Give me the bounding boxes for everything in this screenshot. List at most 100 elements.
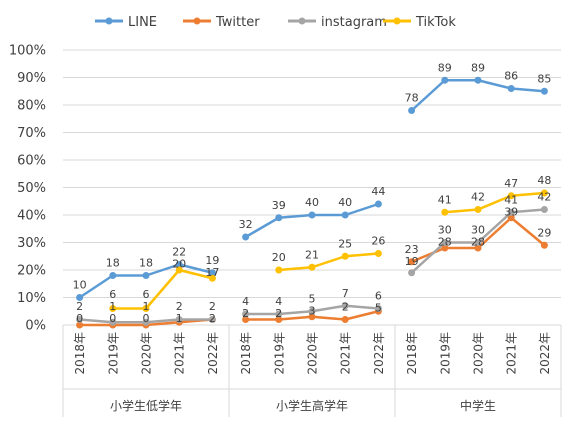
data-label: 2	[176, 300, 183, 313]
data-label: 26	[371, 235, 385, 248]
data-point	[441, 244, 449, 252]
data-point	[474, 244, 482, 252]
data-point	[374, 250, 382, 257]
data-label: 18	[139, 257, 153, 270]
data-label: 29	[537, 226, 551, 239]
data-point	[474, 206, 482, 213]
series-tiktok	[109, 189, 548, 312]
x-group-label: 小学生低学年	[110, 398, 182, 413]
data-point	[275, 316, 283, 323]
series-line	[112, 268, 213, 310]
data-label: 22	[172, 246, 186, 259]
data-point	[341, 252, 349, 260]
legend-marker	[193, 17, 201, 25]
data-label: 41	[504, 193, 518, 206]
legend-label: TikTok	[415, 15, 456, 30]
data-label: 0	[109, 312, 116, 325]
data-point	[540, 87, 548, 95]
data-point	[341, 211, 349, 219]
x-category-label: 2022年	[538, 332, 552, 375]
data-point	[341, 302, 349, 310]
legend-label: instagram	[321, 15, 387, 30]
series-line	[444, 191, 545, 214]
data-label: 39	[504, 205, 518, 218]
y-tick-label: 70%	[17, 126, 46, 141]
data-point	[474, 76, 482, 84]
data-point	[308, 211, 316, 219]
data-label: 39	[272, 199, 286, 212]
data-label: 19	[405, 255, 419, 268]
data-label: 1	[143, 300, 150, 313]
data-point	[175, 316, 183, 323]
data-point	[507, 208, 515, 216]
data-label: 48	[537, 174, 551, 187]
data-point	[208, 274, 216, 282]
data-label: 32	[239, 218, 253, 231]
data-point	[109, 305, 117, 312]
gridlines	[63, 49, 561, 326]
data-label: 7	[342, 287, 349, 300]
data-label: 21	[305, 248, 319, 261]
legend-item: LINE	[95, 15, 157, 30]
data-point	[341, 316, 349, 323]
series-line	[410, 79, 545, 112]
data-point	[275, 214, 283, 222]
legend-marker	[393, 17, 401, 25]
x-category-label: 2022年	[206, 332, 220, 375]
data-label: 40	[338, 196, 352, 209]
data-label: 10	[73, 279, 87, 292]
data-point	[441, 76, 449, 84]
data-label: 19	[205, 254, 219, 267]
data-label: 1	[109, 300, 116, 313]
x-category-label: 2018年	[239, 332, 253, 375]
data-point	[308, 307, 316, 315]
x-category-label: 2020年	[306, 332, 320, 375]
legend-label: Twitter	[215, 15, 260, 30]
data-point	[76, 294, 84, 301]
data-label: 2	[242, 307, 249, 320]
series-line	[278, 252, 379, 272]
y-tick-label: 40%	[17, 209, 46, 224]
y-tick-label: 90%	[17, 71, 46, 86]
x-category-label: 2019年	[272, 332, 286, 375]
data-label: 3	[309, 304, 316, 317]
data-point	[308, 263, 316, 271]
x-group-label: 小学生高学年	[276, 398, 348, 413]
series-lines	[76, 76, 548, 329]
y-tick-label: 50%	[17, 181, 46, 196]
data-label: 78	[405, 92, 419, 105]
data-point	[142, 272, 150, 279]
data-point	[109, 272, 117, 279]
data-label: 6	[375, 290, 382, 303]
data-label: 41	[438, 193, 452, 206]
data-point	[441, 239, 449, 246]
data-label: 85	[537, 72, 551, 85]
data-point	[308, 313, 316, 321]
data-point	[109, 318, 117, 326]
y-tick-label: 80%	[17, 99, 46, 114]
data-label: 2	[275, 307, 282, 320]
data-point	[540, 206, 548, 213]
data-label: 6	[143, 288, 150, 301]
y-tick-label: 100%	[9, 44, 46, 59]
data-label: 2	[342, 301, 349, 314]
data-label: 44	[371, 185, 385, 198]
data-label: 4	[242, 295, 249, 308]
legend-marker	[105, 17, 113, 25]
data-point	[275, 266, 283, 274]
data-label: 42	[537, 191, 551, 204]
y-tick-label: 20%	[17, 264, 46, 279]
data-point	[142, 305, 150, 312]
data-point	[374, 305, 382, 312]
x-category-label: 2022年	[372, 332, 386, 375]
data-point	[242, 310, 250, 318]
y-tick-label: 0%	[25, 319, 46, 334]
data-point	[242, 316, 250, 323]
data-label: 6	[109, 288, 116, 301]
x-category-label: 2020年	[140, 332, 154, 375]
x-category-label: 2018年	[405, 332, 419, 375]
data-label: 18	[106, 257, 120, 270]
data-label: 89	[438, 61, 452, 74]
data-label: 23	[405, 243, 419, 256]
